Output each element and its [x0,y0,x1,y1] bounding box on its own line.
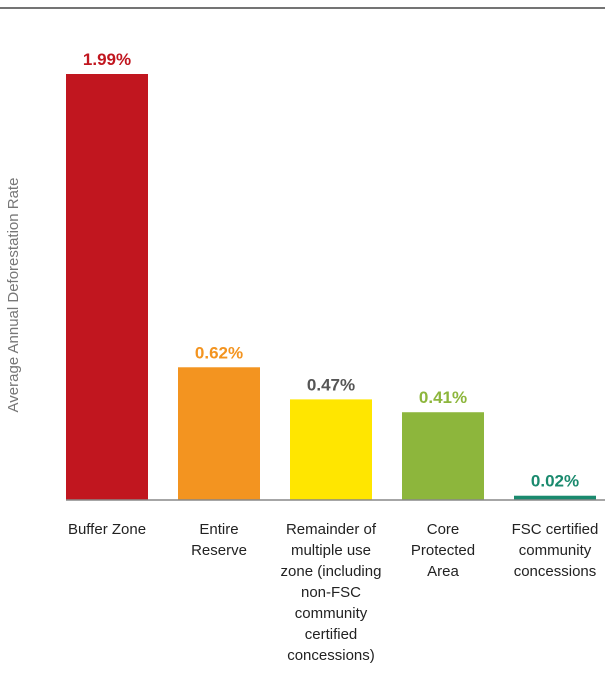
category-label-line: Area [427,563,459,580]
category-label-4: Core Protected Area [411,521,475,580]
y-axis-label: Average Annual Deforestation Rate [5,178,22,413]
category-label-line: community [295,605,368,622]
category-label-line: multiple use [291,542,371,559]
category-label-line: concessions [514,563,597,580]
bar-3 [290,399,372,500]
value-label-5: 0.02% [531,472,579,491]
value-label-2: 0.62% [195,343,243,362]
value-label-3: 0.47% [307,375,355,394]
bar-1 [66,74,148,500]
category-label-line: Buffer Zone [68,521,146,538]
bar-5 [514,495,596,500]
category-label-3: Remainder of multiple use zone (including n… [281,521,382,664]
category-label-line: Protected [411,542,475,559]
category-label-5: FSC certified community concessions [512,521,599,580]
bar-4 [402,412,484,500]
category-label-line: zone (including [281,563,382,580]
category-labels-group: Buffer Zone Entire Reserve Remainder of mult… [68,521,598,664]
category-label-line: Entire [199,521,238,538]
category-label-line: concessions) [287,647,375,664]
category-label-line: FSC certified [512,521,599,538]
category-label-2: Entire Reserve [191,521,247,559]
category-label-line: Core [427,521,460,538]
category-label-line: Remainder of [286,521,377,538]
category-label-1: Buffer Zone [68,521,146,538]
value-label-4: 0.41% [419,388,467,407]
category-label-line: non-FSC [301,584,361,601]
category-label-line: community [519,542,592,559]
category-label-line: certified [305,626,358,643]
bars-group [66,74,596,500]
value-label-1: 1.99% [83,50,131,69]
category-label-line: Reserve [191,542,247,559]
value-labels-group: 1.99% 0.62% 0.47% 0.41% 0.02% [83,50,579,491]
bar-2 [178,367,260,500]
